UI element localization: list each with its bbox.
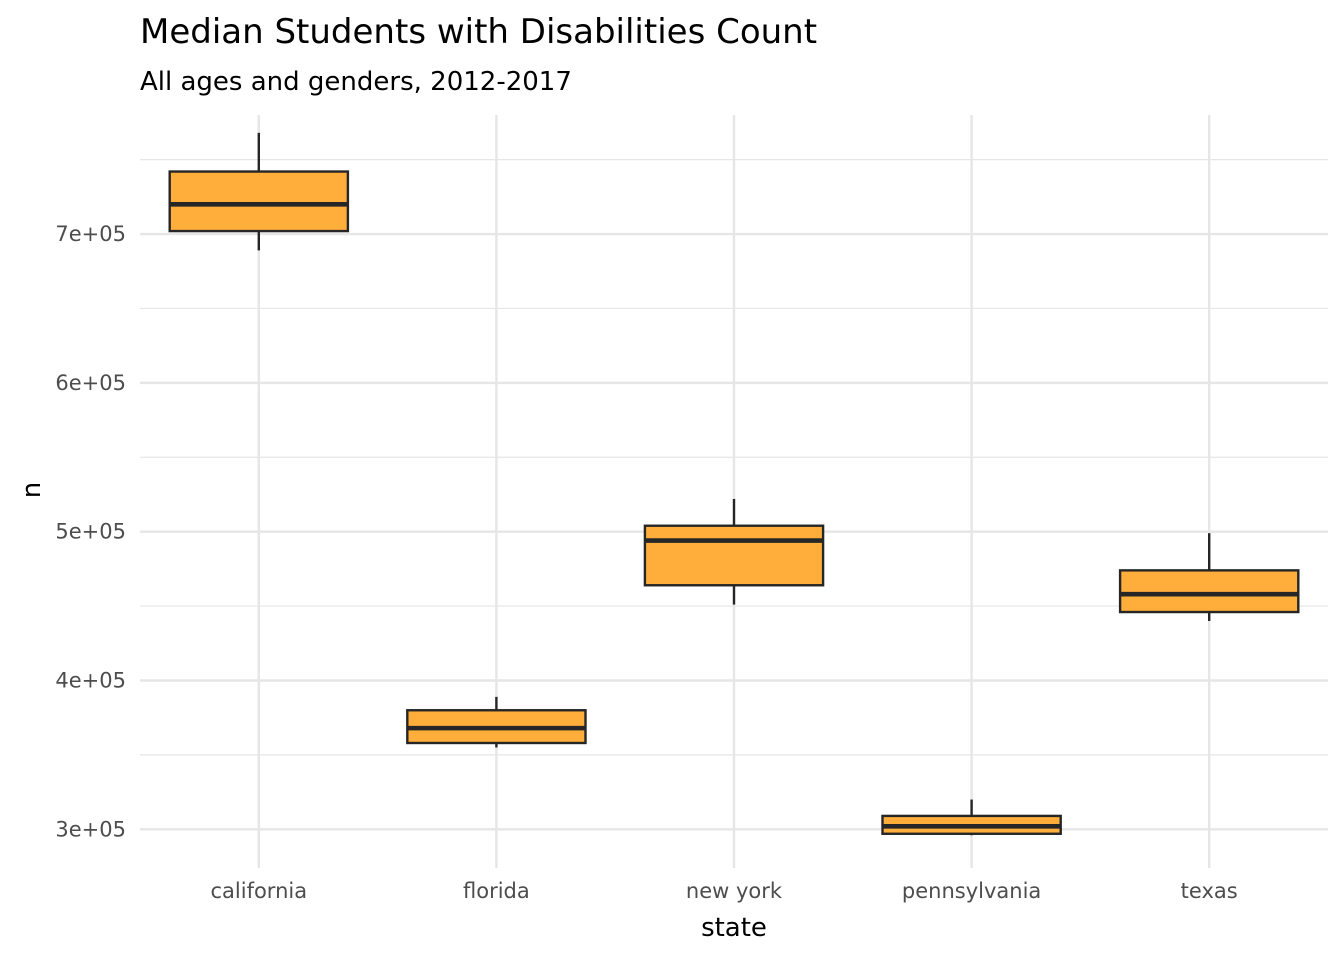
chart-title: Median Students with Disabilities Count [140,12,817,52]
tick-labels: 3e+05 4e+05 5e+05 6e+05 7e+05 california flori… [55,222,1237,903]
box-body [168,170,350,233]
box-new-york [643,498,825,605]
box-florida [406,696,587,748]
x-tick-label: texas [1181,879,1238,903]
x-tick-label: pennsylvania [902,879,1041,903]
box-body [643,524,825,587]
box-body [1118,569,1300,614]
box-pennsylvania [881,799,1062,836]
boxplots [168,132,1300,836]
y-axis-title: n [17,482,47,498]
box-texas [1118,533,1300,621]
box-california [168,132,350,251]
chart-subtitle: All ages and genders, 2012-2017 [140,67,572,97]
y-tick-label: 4e+05 [55,668,126,692]
y-tick-label: 7e+05 [55,222,126,246]
x-axis-title: state [701,913,767,943]
x-tick-label: florida [463,879,530,903]
x-tick-label: california [210,879,307,903]
x-tick-label: new york [686,879,783,903]
y-tick-label: 6e+05 [55,371,126,395]
y-tick-label: 5e+05 [55,520,126,544]
y-tick-label: 3e+05 [55,817,126,841]
